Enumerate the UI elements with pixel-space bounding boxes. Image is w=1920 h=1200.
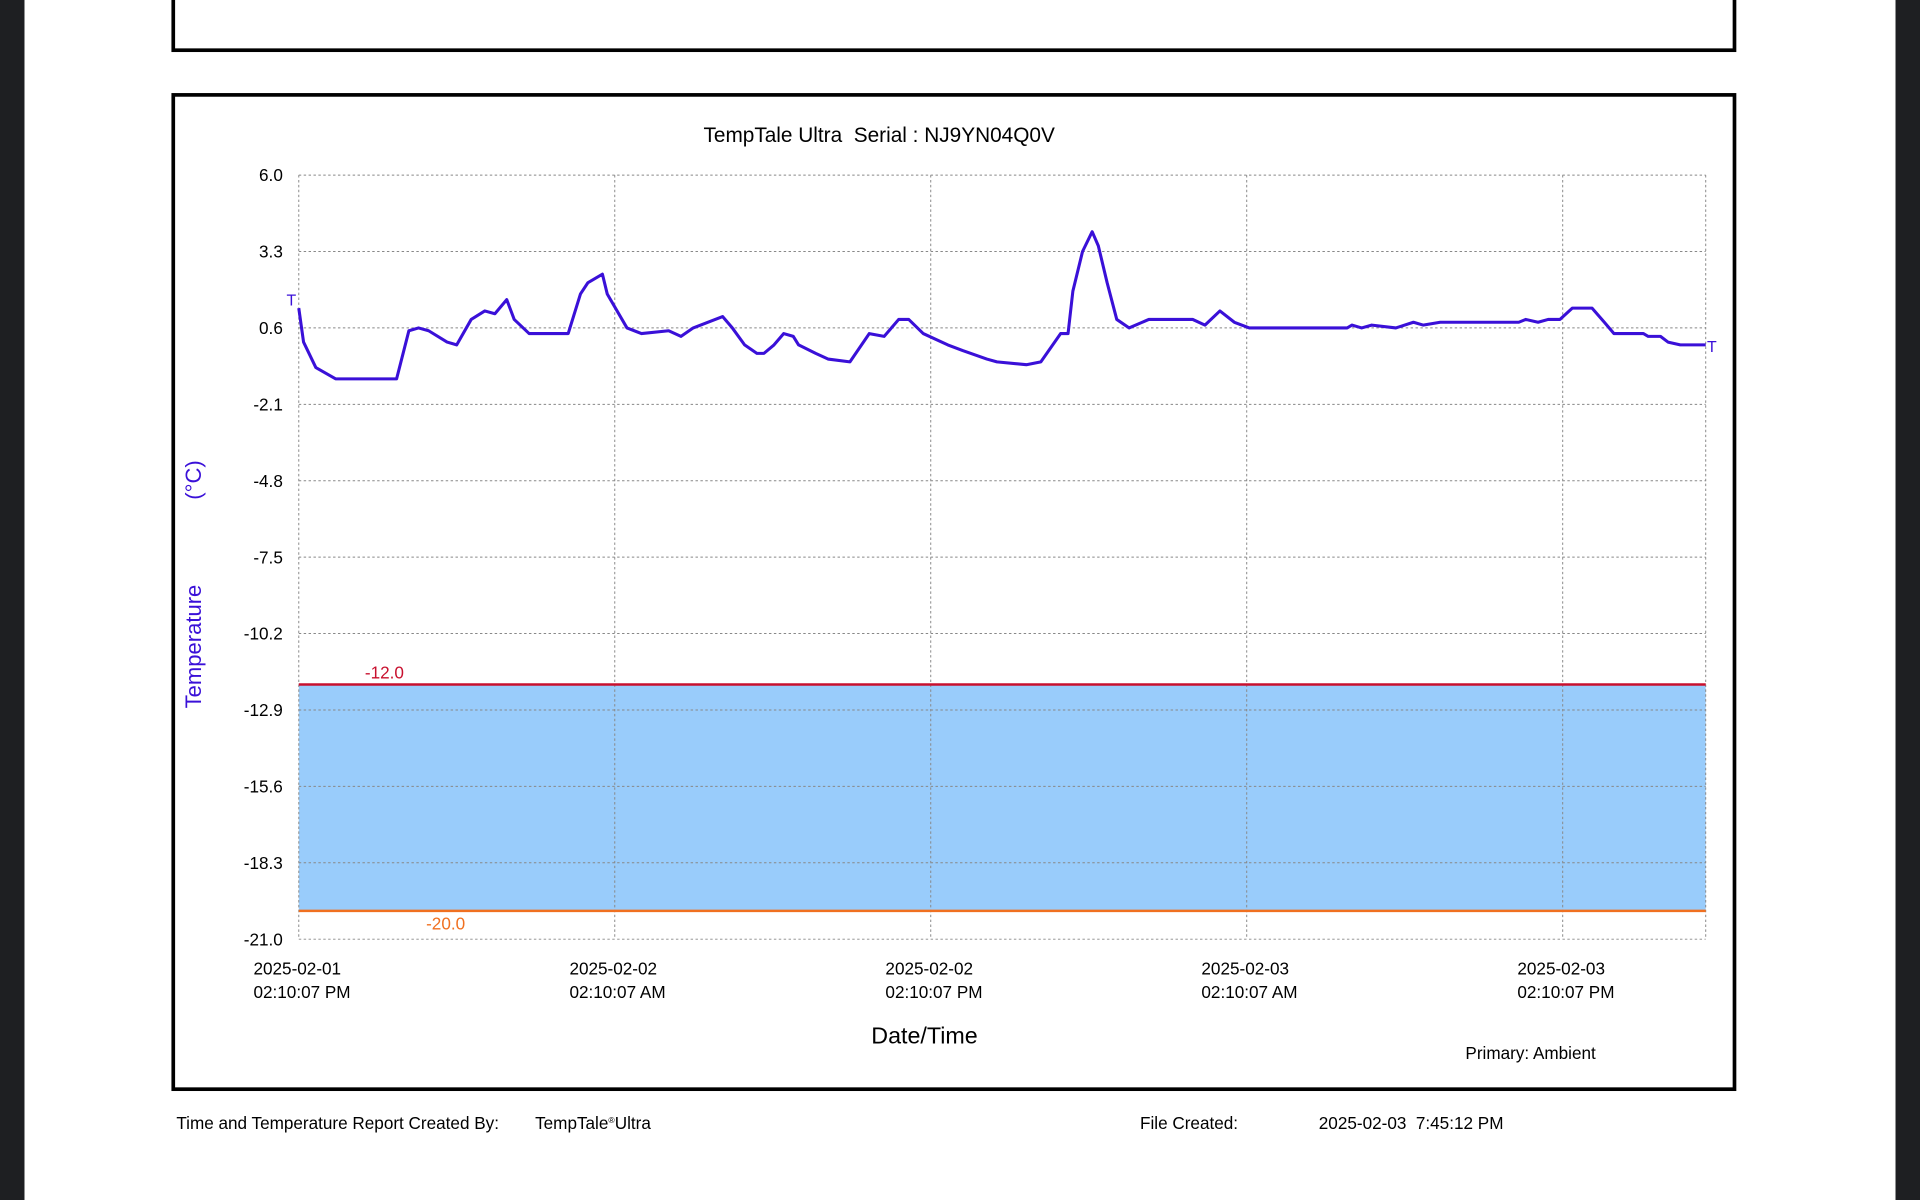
x-tick-date: 2025-02-01 bbox=[253, 959, 341, 979]
page-sheet bbox=[24, 0, 1896, 1200]
x-tick-date: 2025-02-02 bbox=[569, 959, 657, 979]
x-tick-time: 02:10:07 PM bbox=[253, 982, 350, 1002]
y-axis-title: Temperature bbox=[181, 585, 206, 709]
y-tick-label: -18.3 bbox=[244, 853, 283, 873]
x-tick-time: 02:10:07 AM bbox=[1201, 982, 1297, 1002]
x-tick-date: 2025-02-03 bbox=[1517, 959, 1605, 979]
x-tick-time: 02:10:07 PM bbox=[1517, 982, 1614, 1002]
x-tick-date: 2025-02-02 bbox=[885, 959, 973, 979]
y-tick-label: 6.0 bbox=[259, 165, 283, 185]
start-marker: T bbox=[287, 293, 297, 310]
file-created-label: File Created: bbox=[1140, 1113, 1238, 1133]
chart-frame bbox=[171, 93, 1737, 1092]
x-tick-date: 2025-02-03 bbox=[1201, 959, 1289, 979]
footer-product: TempTale®Ultra bbox=[535, 1113, 651, 1133]
y-tick-label: 0.6 bbox=[259, 318, 283, 338]
y-tick-label: -10.2 bbox=[244, 624, 283, 644]
y-tick-label: -12.9 bbox=[244, 700, 283, 720]
x-tick-time: 02:10:07 AM bbox=[569, 982, 665, 1002]
chart-title: TempTale Ultra Serial : NJ9YN04Q0V bbox=[703, 124, 1054, 147]
product-suffix: Ultra bbox=[615, 1113, 652, 1133]
y-tick-label: -15.6 bbox=[244, 776, 283, 796]
threshold-band bbox=[298, 684, 1706, 911]
end-marker: T bbox=[1707, 339, 1717, 356]
product-name: TempTale bbox=[535, 1113, 608, 1133]
y-tick-label: -2.1 bbox=[253, 394, 283, 414]
legend-entry: Primary: Ambient bbox=[1465, 1043, 1596, 1063]
threshold-label: -20.0 bbox=[426, 913, 465, 933]
footer-label: Time and Temperature Report Created By: bbox=[176, 1113, 499, 1133]
y-axis-unit: (°C) bbox=[181, 460, 206, 499]
previous-panel bbox=[171, 0, 1737, 53]
file-created-date: 2025-02-03 7:45:12 PM bbox=[1319, 1113, 1504, 1133]
y-tick-label: -4.8 bbox=[253, 471, 283, 491]
x-tick-time: 02:10:07 PM bbox=[885, 982, 982, 1002]
y-tick-label: 3.3 bbox=[259, 242, 283, 262]
product-mark: ® bbox=[608, 1115, 615, 1125]
temperature-line bbox=[297, 230, 1706, 381]
y-tick-label: -21.0 bbox=[244, 929, 283, 949]
threshold-label: -12.0 bbox=[365, 662, 404, 682]
x-axis-title: Date/Time bbox=[871, 1022, 977, 1048]
y-tick-label: -7.5 bbox=[253, 547, 283, 567]
